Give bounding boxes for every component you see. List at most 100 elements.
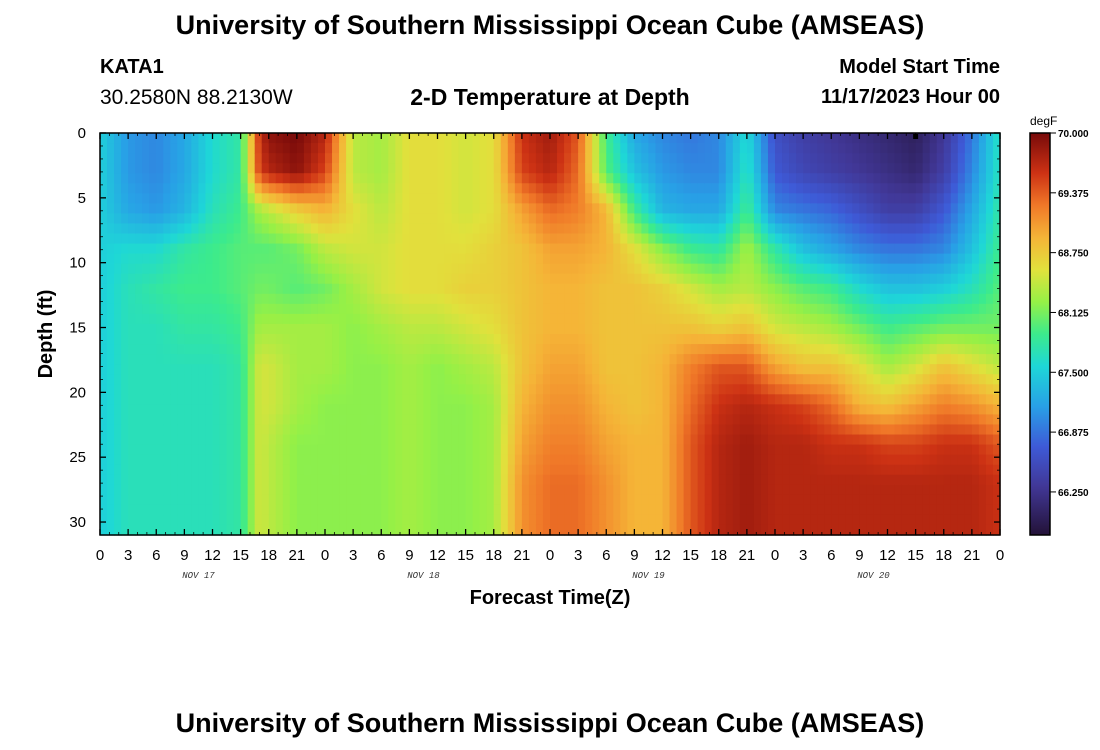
heatmap-cell [648,203,657,214]
heatmap-cell [725,263,734,275]
heatmap-cell [550,143,558,154]
heatmap-cell [184,354,193,365]
heatmap-cell [873,444,882,456]
heatmap-cell [922,474,931,486]
heatmap-cell [796,504,804,516]
heatmap-cell [163,524,171,536]
heatmap-cell [634,414,643,426]
heatmap-cell [627,424,635,436]
heatmap-cell [177,414,185,426]
heatmap-cell [135,404,143,415]
heatmap-cell [535,424,544,436]
heatmap-cell [711,394,720,405]
heatmap-cell [149,414,157,426]
heatmap-cell [746,424,755,436]
heatmap-cell [908,183,917,194]
heatmap-cell [268,163,277,174]
heatmap-cell [360,474,368,486]
heatmap-cell [887,344,896,355]
heatmap-cell [142,364,150,375]
heatmap-cell [275,524,284,536]
heatmap-cell [437,434,446,446]
heatmap-cell [915,504,924,516]
heatmap-cell [866,263,875,275]
heatmap-cell [620,233,628,245]
heatmap-cell [697,263,706,275]
heatmap-cell [648,193,657,204]
heatmap-cell [704,313,713,325]
heatmap-cell [585,454,593,466]
heatmap-cell [852,143,860,154]
heatmap-cell [859,183,868,194]
heatmap-cell [901,504,910,516]
heatmap-cell [303,223,312,235]
heatmap-cell [310,384,319,395]
heatmap-cell [922,484,931,496]
heatmap-cell [219,313,228,325]
heatmap-cell [163,183,171,194]
heatmap-cell [219,143,228,154]
heatmap-cell [240,143,249,154]
heatmap-cell [184,273,193,285]
heatmap-cell [486,273,495,285]
heatmap-cell [149,334,157,345]
heatmap-cell [346,344,354,355]
heatmap-cell [648,293,657,305]
heatmap-cell [479,384,488,395]
heatmap-cell [374,203,382,214]
heatmap-cell [296,163,305,174]
heatmap-cell [873,414,882,426]
heatmap-cell [437,213,446,225]
heatmap-cell [824,133,832,144]
heatmap-cell [240,394,249,405]
heatmap-cell [599,173,607,184]
heatmap-cell [929,293,938,305]
heatmap-cell [929,313,938,325]
heatmap-cell [479,203,488,214]
heatmap-cell [528,364,537,375]
heatmap-cell [289,243,298,255]
heatmap-cell [212,444,221,456]
heatmap-cell [444,323,453,335]
heatmap-cell [493,334,502,345]
heatmap-cell [852,273,860,285]
heatmap-cell [268,273,277,285]
heatmap-cell [929,444,938,456]
heatmap-cell [325,283,333,295]
heatmap-cell [219,504,228,516]
heatmap-cell [613,494,621,506]
heatmap-cell [128,394,136,405]
heatmap-cell [971,223,980,235]
heatmap-cell [388,514,396,526]
heatmap-cell [282,444,291,456]
heatmap-cell [753,354,762,365]
heatmap-cell [803,163,811,174]
heatmap-cell [775,404,783,415]
heatmap-cell [908,364,917,375]
heatmap-cell [887,263,896,275]
heatmap-cell [922,183,931,194]
heatmap-cell [831,464,839,476]
heatmap-cell [606,404,614,415]
heatmap-cell [803,444,811,456]
heatmap-cell [964,424,973,436]
heatmap-cell [845,514,853,526]
heatmap-cell [430,133,439,144]
heatmap-cell [697,293,706,305]
heatmap-cell [620,374,628,385]
heatmap-cell [746,233,755,245]
heatmap-cell [901,213,910,225]
heatmap-cell [142,233,150,245]
heatmap-cell [219,404,228,415]
heatmap-cell [578,334,586,345]
heatmap-cell [184,313,193,325]
heatmap-cell [585,384,593,395]
heatmap-cell [852,454,860,466]
heatmap-cell [542,384,551,395]
heatmap-cell [191,313,200,325]
heatmap-cell [676,434,685,446]
heatmap-cell [514,313,523,325]
heatmap-cell [950,354,959,365]
heatmap-cell [381,203,389,214]
heatmap-cell [388,474,396,486]
